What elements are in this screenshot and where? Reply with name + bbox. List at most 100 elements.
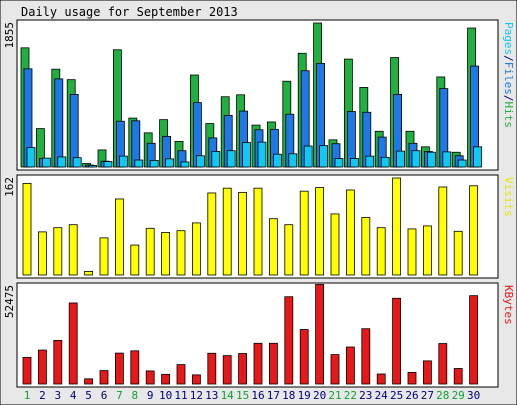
- legend-item-hits-files-pages-1: /: [502, 55, 515, 62]
- bar-pages-day-12: [195, 155, 205, 168]
- bar-kbytes-day-30: [469, 295, 479, 385]
- x-tick-label-day-26: 26: [405, 389, 418, 402]
- x-tick-label-day-10: 10: [159, 389, 172, 402]
- x-tick-label-day-1: 1: [24, 389, 31, 402]
- bar-kbytes-day-25: [392, 297, 402, 385]
- bar-visits-day-9: [145, 227, 155, 276]
- x-tick-label-day-8: 8: [131, 389, 138, 402]
- panel-kbytes-ymax-label: 52475: [3, 285, 16, 318]
- panel-hits-files-pages: 1855 Pages/Files/Hits: [3, 19, 515, 171]
- bar-kbytes-day-3: [53, 340, 63, 385]
- bar-kbytes-day-1: [22, 356, 32, 385]
- bar-kbytes-day-7: [115, 352, 124, 385]
- bar-pages-day-1: [26, 147, 36, 168]
- x-tick-label-day-29: 29: [452, 389, 465, 402]
- bar-kbytes-day-22: [345, 346, 355, 385]
- x-tick-label-day-23: 23: [359, 389, 372, 402]
- bar-kbytes-day-19: [299, 329, 309, 385]
- bar-kbytes-day-26: [407, 371, 417, 385]
- bar-visits-day-16: [253, 187, 263, 276]
- bar-visits-day-4: [68, 224, 78, 276]
- bar-visits-day-14: [222, 187, 232, 276]
- panel-kbytes-legend: KBytes: [502, 285, 515, 325]
- bar-kbytes-day-23: [361, 328, 371, 385]
- panel-hits-files-pages-legend: Pages/Files/Hits: [502, 22, 515, 128]
- bar-pages-day-10: [165, 158, 175, 168]
- x-tick-label-day-6: 6: [101, 389, 108, 402]
- bar-kbytes-day-17: [268, 342, 278, 385]
- bar-pages-day-13: [211, 151, 221, 168]
- bar-kbytes-day-24: [376, 373, 386, 385]
- bar-visits-day-12: [191, 222, 201, 276]
- x-tick-label-day-5: 5: [85, 389, 92, 402]
- legend-item-hits-files-pages-3: /: [502, 95, 515, 102]
- x-tick-label-day-12: 12: [190, 389, 203, 402]
- bar-pages-day-21: [334, 158, 344, 168]
- series-files: [23, 62, 480, 168]
- bar-visits-day-20: [315, 187, 325, 276]
- bar-pages-day-8: [134, 159, 144, 168]
- bar-visits-day-8: [130, 244, 140, 276]
- bar-visits-day-27: [422, 225, 432, 276]
- bar-kbytes-day-8: [130, 350, 140, 385]
- bar-kbytes-day-5: [84, 378, 93, 385]
- bar-kbytes-day-9: [145, 370, 155, 385]
- bar-pages-day-27: [426, 151, 436, 168]
- bar-visits-day-7: [115, 198, 124, 276]
- bar-pages-day-28: [442, 151, 452, 168]
- bar-visits-day-15: [238, 191, 248, 276]
- x-axis-day-labels: 1 2 3 4 5 6 7 8 9 10 11 12 13 14 15 16 17 18 19 20 21 22 23 24 2…: [24, 389, 481, 402]
- bar-pages-day-22: [349, 158, 359, 168]
- x-tick-label-day-2: 2: [39, 389, 46, 402]
- bar-visits-day-26: [407, 228, 417, 276]
- panel-visits-legend: Visits: [502, 177, 515, 217]
- bar-visits-day-23: [361, 217, 371, 276]
- legend-item-hits-files-pages-0: Pages: [502, 22, 515, 55]
- bar-kbytes-day-28: [438, 343, 448, 385]
- x-tick-label-day-11: 11: [174, 389, 187, 402]
- bar-visits-day-22: [345, 189, 355, 276]
- bar-pages-day-30: [473, 146, 483, 168]
- bar-kbytes-day-15: [238, 353, 248, 385]
- bar-visits-day-30: [469, 185, 479, 276]
- bar-visits-day-19: [299, 190, 309, 276]
- bar-kbytes-day-6: [99, 370, 109, 385]
- x-tick-label-day-19: 19: [298, 389, 311, 402]
- x-tick-label-day-27: 27: [421, 389, 434, 402]
- bar-kbytes-day-12: [191, 374, 201, 385]
- bar-pages-day-19: [303, 145, 313, 168]
- bar-pages-day-29: [457, 159, 467, 168]
- series-pages: [26, 141, 483, 168]
- bar-pages-day-5: [88, 165, 97, 168]
- bar-pages-day-9: [149, 160, 159, 168]
- bar-files-day-3: [54, 78, 64, 168]
- x-tick-label-day-17: 17: [267, 389, 280, 402]
- x-tick-label-day-7: 7: [116, 389, 123, 402]
- bar-kbytes-day-4: [68, 302, 78, 385]
- legend-item-visits-0: Visits: [502, 177, 515, 217]
- panel-visits: 162 Visits: [3, 174, 515, 279]
- x-tick-label-day-13: 13: [205, 389, 218, 402]
- bar-pages-day-3: [57, 156, 67, 168]
- panel-kbytes: 52475 KBytes: [3, 282, 515, 388]
- bar-pages-day-17: [272, 153, 282, 168]
- x-tick-label-day-9: 9: [147, 389, 154, 402]
- bar-visits-day-6: [99, 237, 109, 276]
- bar-kbytes-day-29: [453, 368, 463, 385]
- x-tick-label-day-20: 20: [313, 389, 326, 402]
- x-tick-label-day-22: 22: [344, 389, 357, 402]
- bar-pages-day-24: [380, 156, 390, 168]
- bar-kbytes-day-16: [253, 342, 263, 385]
- x-tick-label-day-25: 25: [390, 389, 403, 402]
- bar-kbytes-day-14: [222, 355, 232, 385]
- x-tick-label-day-14: 14: [221, 389, 235, 402]
- legend-item-kbytes-0: KBytes: [502, 285, 515, 325]
- bar-pages-day-6: [103, 161, 113, 168]
- bar-visits-day-3: [53, 227, 63, 276]
- bar-pages-day-23: [365, 155, 375, 168]
- x-tick-label-day-30: 30: [467, 389, 480, 402]
- x-tick-label-day-24: 24: [375, 389, 389, 402]
- bar-pages-day-18: [288, 153, 298, 168]
- x-tick-label-day-16: 16: [251, 389, 264, 402]
